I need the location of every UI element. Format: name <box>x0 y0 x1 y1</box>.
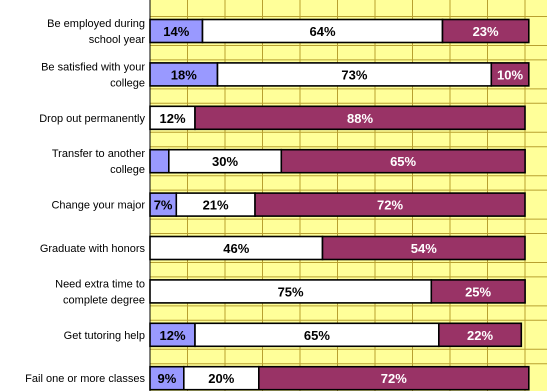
bar-segment <box>437 322 523 348</box>
bar-segment <box>280 148 526 174</box>
data-labels: 14% 64% 23% 18% 73% 10% 12% 88% 30% 65% 7% 21% 72% 46… <box>154 24 524 386</box>
bar-segment-label: 65% <box>304 328 330 343</box>
category-label: Fail one or more classes <box>25 373 145 385</box>
bar-segment-label: 64% <box>309 24 335 39</box>
bar-segment <box>254 192 526 217</box>
bar-segment-label: 30% <box>212 154 238 169</box>
bar-segment-label: 12% <box>159 328 185 343</box>
bar-segment-label: 54% <box>411 241 437 256</box>
category-label: Be employed during <box>47 18 145 30</box>
category-labels: Be employed during school year Be satisfie… <box>25 18 145 385</box>
bar-segment-label: 7% <box>154 198 173 213</box>
bars <box>149 18 530 391</box>
bar-segment-label: 75% <box>278 284 304 299</box>
category-label: Graduate with honors <box>40 243 146 255</box>
bar-segment <box>441 18 530 44</box>
bar-segment-label: 22% <box>467 328 493 343</box>
bar-segment-label: 9% <box>158 371 177 386</box>
bar-segment-label: 20% <box>208 371 234 386</box>
bar-segment-label: 72% <box>381 371 407 386</box>
bar-segment-label: 88% <box>347 111 373 126</box>
category-label: Change your major <box>51 200 145 212</box>
bar-segment-label: 10% <box>497 67 523 82</box>
category-label: Transfer to another <box>52 148 145 160</box>
category-label: complete degree <box>63 294 145 306</box>
bar-segment-label: 18% <box>171 67 197 82</box>
bar-segment <box>257 365 530 391</box>
bar-segment-label: 12% <box>159 111 185 126</box>
category-label: Drop out permanently <box>39 113 145 125</box>
bar-segment-label: 65% <box>390 154 416 169</box>
category-label: school year <box>89 34 146 46</box>
bar-segment-label: 23% <box>473 24 499 39</box>
category-label: Get tutoring help <box>64 330 145 342</box>
category-label: Need extra time to <box>55 278 145 290</box>
bar-segment-label: 14% <box>163 24 189 39</box>
category-label: college <box>110 164 145 176</box>
bar-segment-label: 72% <box>377 198 403 213</box>
bar-segment <box>321 235 526 261</box>
bar-segment-label: 46% <box>223 241 249 256</box>
bar-segment-label: 73% <box>341 67 367 82</box>
bar-segment <box>430 279 526 304</box>
category-label: Be satisfied with your <box>41 61 145 73</box>
bar-segment <box>490 62 530 87</box>
bar-segment <box>194 105 526 131</box>
category-label: college <box>110 77 145 89</box>
bar-segment <box>149 148 170 174</box>
bar-segment-label: 21% <box>203 198 229 213</box>
bar-segment-label: 25% <box>465 284 491 299</box>
